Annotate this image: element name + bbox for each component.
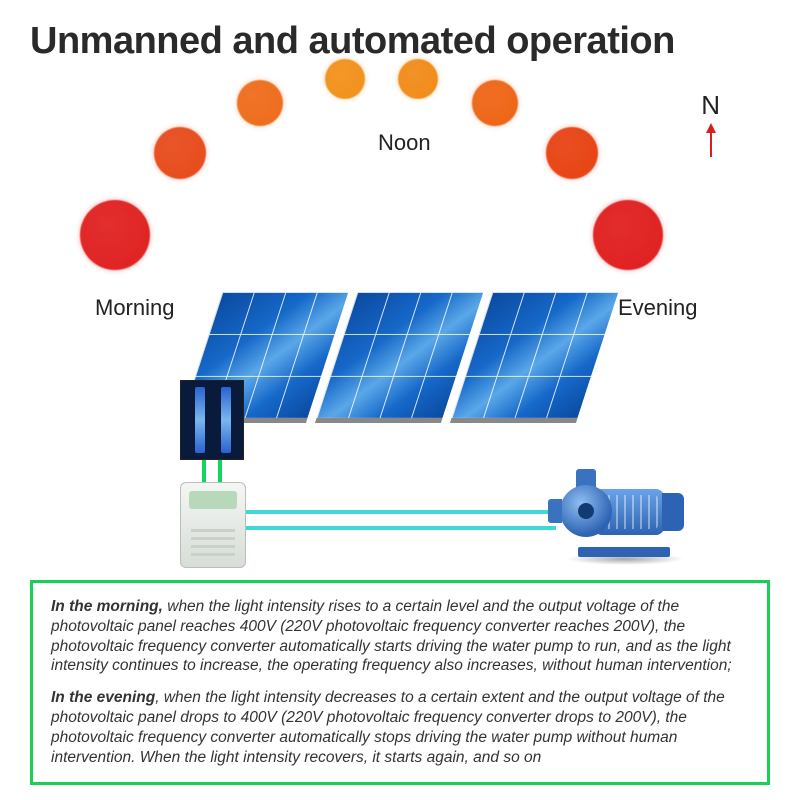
wire-green: [202, 460, 206, 484]
sun-icon: [398, 59, 438, 99]
sun-icon: [154, 127, 206, 179]
wire-green: [218, 460, 222, 484]
evening-label: Evening: [618, 295, 698, 321]
description-box: In the morning, when the light intensity…: [30, 580, 770, 785]
water-pump: [560, 475, 690, 565]
description-morning: In the morning, when the light intensity…: [51, 597, 749, 676]
frequency-converter: [180, 482, 246, 568]
sun-icon: [546, 127, 598, 179]
sun-icon: [472, 80, 518, 126]
wire-cyan: [246, 526, 556, 530]
solar-panels: [200, 260, 620, 440]
page-title: Unmanned and automated operation: [30, 20, 675, 63]
sun-icon: [325, 59, 365, 99]
morning-label: Morning: [95, 295, 174, 321]
wire-cyan: [246, 510, 556, 514]
description-evening: In the evening, when the light intensity…: [51, 688, 749, 767]
evening-lead: In the evening: [51, 689, 155, 706]
small-solar-panel: [180, 380, 244, 460]
sun-icon: [237, 80, 283, 126]
morning-lead: In the morning,: [51, 598, 163, 615]
noon-label: Noon: [378, 130, 431, 156]
sun-icon: [80, 200, 150, 270]
